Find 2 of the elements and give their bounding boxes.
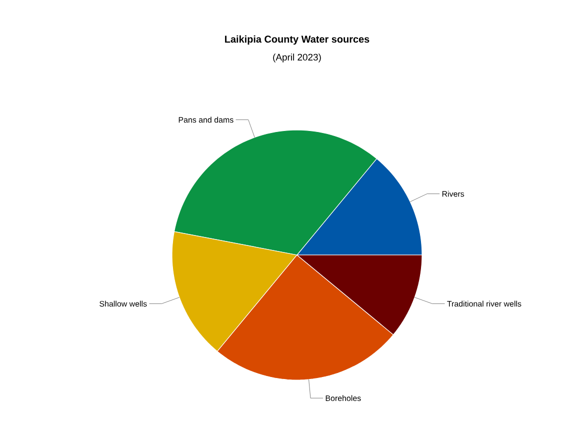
- chart-title: Laikipia County Water sources: [225, 35, 370, 45]
- chart-subtitle: (April 2023): [273, 54, 321, 62]
